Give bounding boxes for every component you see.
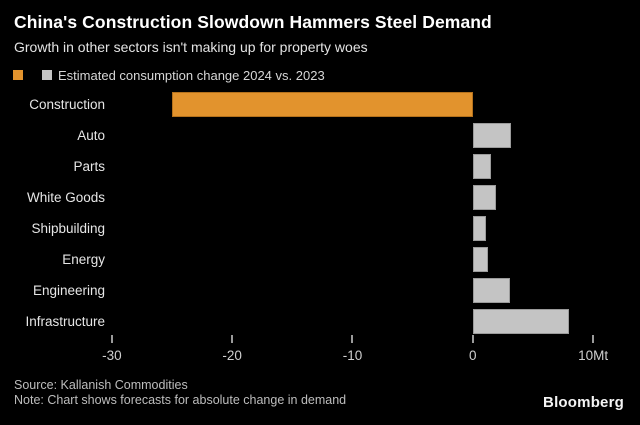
x-axis-label--20: -20 xyxy=(222,348,242,363)
chart-row-white-goods: White Goods xyxy=(0,185,640,210)
legend-swatch-other-sectors xyxy=(42,70,52,80)
bloomberg-logo: Bloomberg xyxy=(543,394,624,411)
category-label-energy: Energy xyxy=(62,252,105,267)
category-label-infrastructure: Infrastructure xyxy=(25,314,105,329)
category-label-parts: Parts xyxy=(73,159,105,174)
chart-row-shipbuilding: Shipbuilding xyxy=(0,216,640,241)
bar-parts xyxy=(472,154,491,179)
legend-label: Estimated consumption change 2024 vs. 20… xyxy=(58,67,325,83)
bar-auto xyxy=(472,123,512,148)
chart-row-parts: Parts xyxy=(0,154,640,179)
chart-row-engineering: Engineering xyxy=(0,278,640,303)
x-axis-label-10Mt: 10Mt xyxy=(578,348,609,363)
legend: Estimated consumption change 2024 vs. 20… xyxy=(13,67,325,83)
bar-infrastructure xyxy=(472,309,570,334)
chart-title: China's Construction Slowdown Hammers St… xyxy=(14,12,492,32)
bar-white-goods xyxy=(472,185,496,210)
chart-row-energy: Energy xyxy=(0,247,640,272)
chart-row-infrastructure: Infrastructure xyxy=(0,309,640,334)
chart-subtitle: Growth in other sectors isn't making up … xyxy=(14,39,368,55)
x-axis-label-0: 0 xyxy=(469,348,477,363)
source-text: Source: Kallanish Commodities xyxy=(14,378,188,392)
x-axis-label--30: -30 xyxy=(102,348,122,363)
bar-construction xyxy=(172,92,473,117)
bar-chart-plot-area: Construction Auto Parts White Goods Shipbuil… xyxy=(0,92,640,340)
x-axis-label--10: -10 xyxy=(342,348,363,363)
chart-row-auto: Auto xyxy=(0,123,640,148)
category-label-shipbuilding: Shipbuilding xyxy=(31,221,105,236)
category-label-white-goods: White Goods xyxy=(26,190,105,205)
bar-engineering xyxy=(472,278,511,303)
legend-swatch-construction xyxy=(13,70,23,80)
category-label-engineering: Engineering xyxy=(32,283,105,298)
note-text: Note: Chart shows forecasts for absolute… xyxy=(14,393,347,407)
bar-energy xyxy=(472,247,489,272)
category-label-construction: Construction xyxy=(29,97,105,112)
bar-shipbuilding xyxy=(472,216,486,241)
chart-row-construction: Construction xyxy=(0,92,640,117)
category-label-auto: Auto xyxy=(77,128,105,143)
